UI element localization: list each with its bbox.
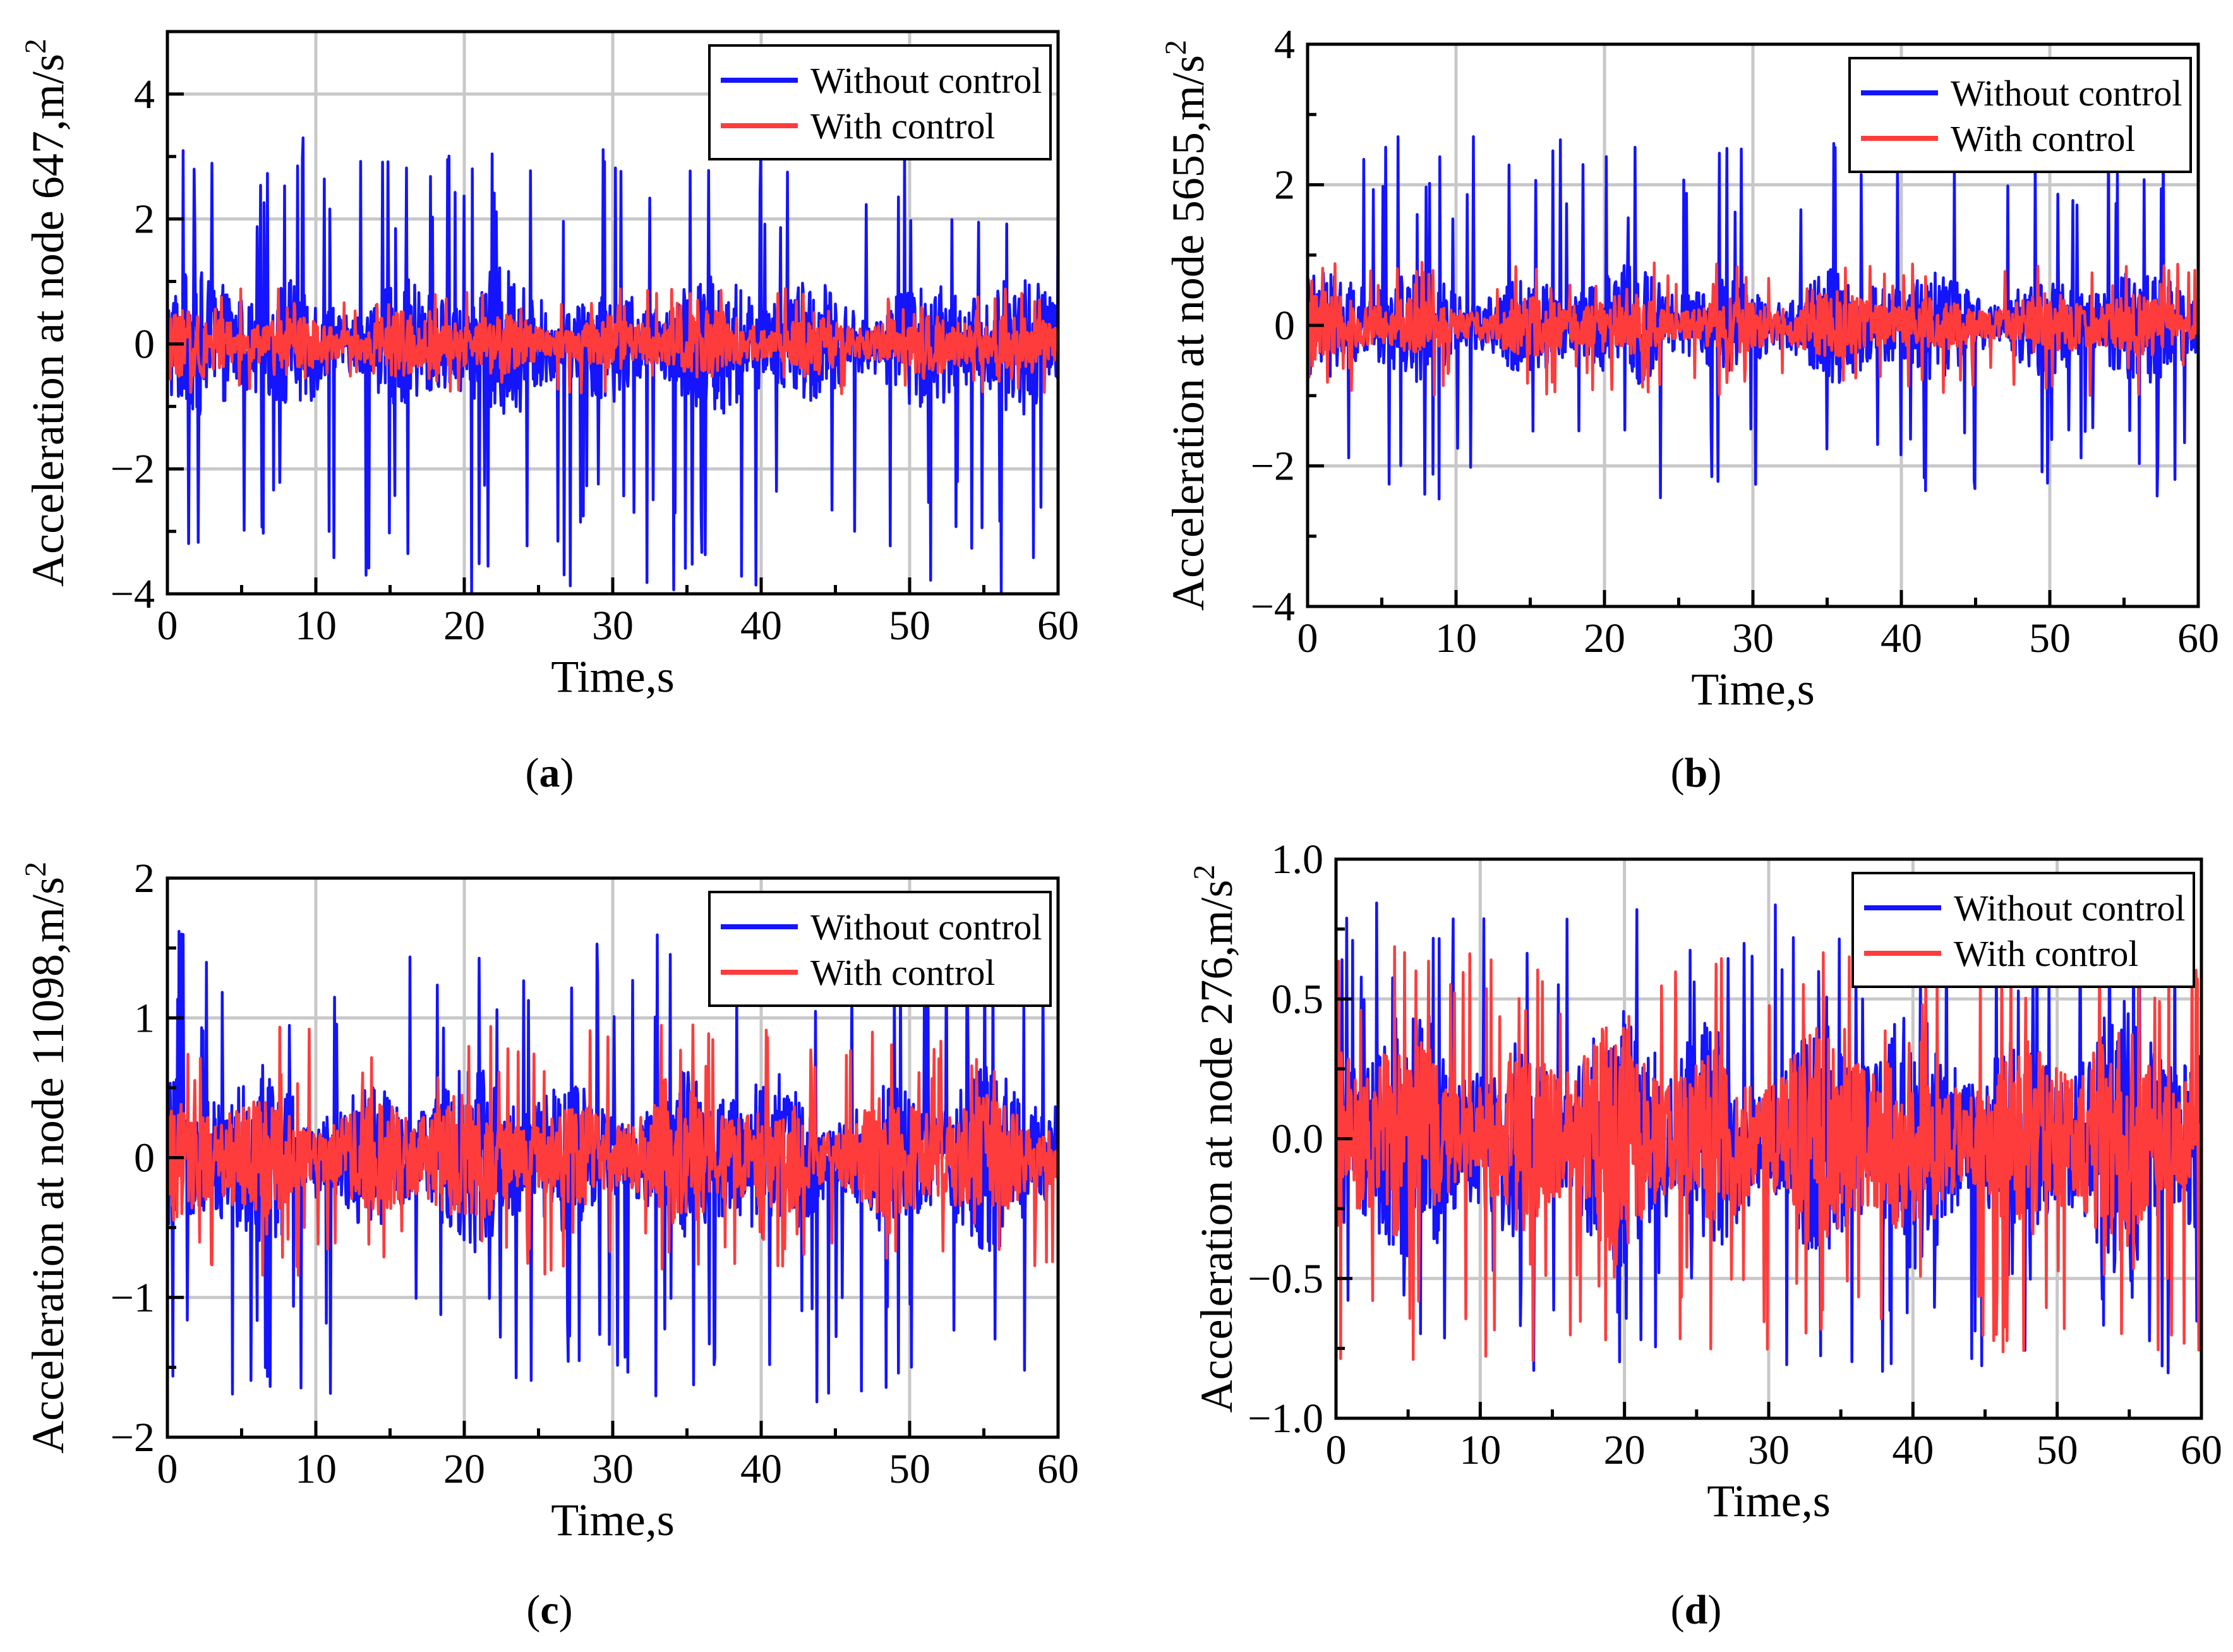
x-axis-label: Time,s: [1691, 664, 1814, 714]
panel-caption: (c): [526, 1587, 572, 1633]
legend-label: With control: [810, 952, 995, 993]
panel-caption-letter: a: [539, 750, 560, 796]
y-tick-label: −2: [111, 1414, 155, 1461]
series-line-with-control: [167, 287, 1058, 395]
x-tick-label: 30: [1748, 1427, 1790, 1473]
y-tick-label: 0.5: [1272, 976, 1324, 1022]
panel-caption: (b): [1671, 750, 1722, 796]
y-tick-label: 0: [134, 321, 155, 367]
y-tick-label: 0: [1274, 303, 1295, 349]
legend-label: Without control: [810, 60, 1042, 101]
x-tick-label: 10: [1435, 615, 1477, 661]
legend-label: Without control: [810, 907, 1042, 948]
legend-label: With control: [810, 106, 995, 147]
y-axis-label: Acceleration at node 11098,m/s2: [19, 862, 73, 1454]
panel-caption-letter: c: [540, 1587, 558, 1633]
y-tick-label: 4: [134, 71, 155, 118]
y-axis-label-superscript: 2: [19, 862, 52, 877]
y-tick-label: 0: [134, 1135, 155, 1181]
plot-area: [167, 925, 1058, 1404]
panel-caption-letter: d: [1685, 1587, 1708, 1633]
plot-area: [1308, 131, 2198, 501]
x-tick-label: 50: [889, 603, 930, 649]
legend-box: [708, 44, 1052, 160]
x-tick-label: 40: [740, 1446, 782, 1492]
y-tick-label: −4: [1251, 584, 1295, 630]
x-tick-label: 0: [1326, 1427, 1347, 1473]
x-tick-label: 40: [1892, 1427, 1934, 1473]
chart-panel-b: 0 10 20 30 40 50 60 −4 −2 0 2 4 Time,s Acceleration a…: [1159, 21, 2219, 796]
panel-caption: (d): [1671, 1587, 1722, 1633]
y-tick-label: −0.5: [1248, 1256, 1323, 1302]
y-axis-label-superscript: 2: [1188, 865, 1221, 880]
x-tick-label: 20: [1584, 615, 1625, 661]
y-tick-label: 1.0: [1272, 836, 1324, 883]
plot-area: [1336, 898, 2201, 1375]
x-tick-label: 10: [295, 603, 337, 649]
panel-caption-letter: b: [1685, 750, 1708, 796]
x-tick-label: 30: [1732, 615, 1774, 661]
x-tick-label: 60: [2177, 615, 2219, 661]
x-tick-label: 50: [2029, 615, 2071, 661]
x-tick-label: 0: [157, 603, 178, 649]
x-tick-label: 30: [592, 603, 634, 649]
series-line-with-control: [1336, 942, 2201, 1362]
y-tick-label: 4: [1274, 21, 1295, 68]
x-tick-label: 20: [443, 1446, 485, 1492]
legend-label: Without control: [1954, 888, 2186, 929]
legend-label: With control: [1954, 933, 2138, 974]
panel-caption: (a): [526, 750, 574, 796]
y-tick-label: −1: [111, 1275, 155, 1321]
chart-panel-a: 0 10 20 30 40 50 60 −4 −2 0 2 4 Time,s Acceleration a…: [19, 30, 1079, 796]
x-tick-label: 40: [740, 603, 782, 649]
y-tick-label: 1: [134, 995, 155, 1041]
x-axis-label: Time,s: [551, 651, 674, 702]
y-tick-label: 2: [134, 196, 155, 243]
x-tick-label: 20: [443, 603, 485, 649]
x-tick-label: 40: [1881, 615, 1922, 661]
legend-box: [1848, 57, 2192, 173]
y-axis-label: Acceleration at node 647,m/s2: [19, 39, 73, 587]
x-tick-label: 60: [1037, 1446, 1079, 1492]
chart-panel-c: 0 10 20 30 40 50 60 −2 −1 0 1 2 Time,s Acceleration a…: [19, 855, 1079, 1633]
series-line-with-control: [1308, 260, 2198, 397]
x-tick-label: 60: [2181, 1427, 2222, 1473]
legend: Without control With control: [708, 44, 1052, 160]
y-tick-label: −1.0: [1248, 1396, 1323, 1442]
y-axis-label: Acceleration at node 276,m/s2: [1188, 865, 1242, 1413]
y-axis-label-superscript: 2: [19, 39, 52, 54]
x-tick-label: 10: [295, 1446, 337, 1492]
y-tick-label: −2: [1251, 443, 1295, 490]
y-axis-label: Acceleration at node 5655,m/s2: [1159, 40, 1213, 611]
y-axis-label-superscript: 2: [1159, 40, 1193, 55]
legend-box: [708, 891, 1052, 1007]
x-tick-label: 20: [1604, 1427, 1646, 1473]
y-tick-label: 2: [1274, 162, 1295, 208]
plot-area: [167, 136, 1058, 594]
legend-box: [1851, 872, 2195, 988]
y-tick-label: 2: [134, 855, 155, 901]
chart-panel-d: 0 10 20 30 40 50 60 −1.0 −0.5 0.0 0.5 1.0 Time,s Acce…: [1188, 836, 2222, 1633]
x-tick-label: 60: [1037, 603, 1079, 649]
y-tick-label: −4: [111, 571, 155, 617]
x-tick-label: 0: [1297, 615, 1318, 661]
x-tick-label: 50: [2037, 1427, 2078, 1473]
x-tick-label: 30: [592, 1446, 634, 1492]
x-tick-label: 50: [889, 1446, 930, 1492]
legend-label: Without control: [1951, 73, 2182, 114]
legend-label: With control: [1951, 118, 2135, 159]
x-tick-label: 0: [157, 1446, 178, 1492]
y-tick-label: −2: [111, 446, 155, 492]
x-tick-label: 10: [1459, 1427, 1501, 1473]
x-axis-label: Time,s: [551, 1495, 674, 1545]
series-line-with-control: [167, 1023, 1058, 1277]
y-tick-label: 0.0: [1272, 1116, 1324, 1162]
x-axis-label: Time,s: [1707, 1476, 1830, 1526]
